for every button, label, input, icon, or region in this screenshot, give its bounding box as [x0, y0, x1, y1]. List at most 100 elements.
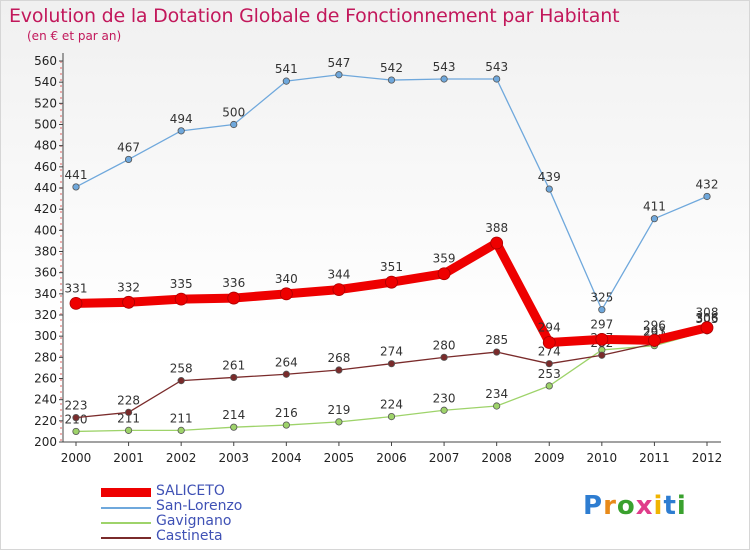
data-point: [440, 353, 448, 361]
data-label: 297: [590, 317, 613, 331]
x-tick-label: 2002: [166, 451, 197, 465]
data-label: 306: [696, 311, 719, 325]
data-label: 331: [65, 281, 88, 295]
legend-label: San-Lorenzo: [156, 498, 243, 514]
legend-label: SALICETO: [156, 483, 225, 499]
data-label: 219: [327, 403, 350, 417]
data-point: [124, 426, 133, 434]
data-point: [598, 306, 606, 314]
x-tick-label: 2003: [218, 451, 249, 465]
data-label: 296: [643, 318, 666, 332]
data-label: 500: [222, 106, 245, 120]
series-line-san-lorenzo: [75, 74, 708, 311]
data-point: [335, 418, 343, 426]
logo-letter: i: [676, 491, 687, 521]
y-tick-label: 280: [34, 350, 57, 364]
data-point: [650, 215, 659, 223]
legend-swatch: [101, 537, 151, 539]
data-point: [385, 275, 398, 289]
data-point: [335, 366, 343, 374]
data-point: [227, 291, 241, 305]
data-point: [440, 75, 448, 83]
data-label: 258: [170, 362, 193, 376]
y-tick-label: 300: [34, 329, 57, 343]
data-label: 359: [433, 252, 456, 266]
data-point: [493, 348, 501, 356]
data-point: [72, 414, 80, 422]
data-label: 439: [538, 170, 561, 184]
data-point: [440, 406, 448, 414]
y-tick-label: 540: [34, 75, 57, 89]
data-point: [387, 412, 396, 421]
data-point: [174, 292, 188, 306]
data-point: [703, 192, 711, 201]
data-label: 547: [327, 56, 350, 70]
data-point: [493, 75, 501, 83]
data-label: 224: [380, 398, 403, 412]
data-label: 332: [117, 280, 140, 294]
logo-letter: x: [635, 491, 654, 521]
x-tick-label: 2007: [429, 451, 460, 465]
y-tick-label: 340: [34, 287, 57, 301]
legend-label: Castineta: [156, 528, 223, 544]
data-point: [595, 332, 609, 346]
data-point: [545, 185, 553, 193]
data-label: 335: [170, 277, 193, 291]
data-label: 280: [433, 338, 456, 352]
data-label: 211: [170, 411, 193, 425]
data-point: [177, 127, 185, 135]
x-tick-label: 2009: [534, 451, 565, 465]
y-tick-label: 440: [34, 181, 57, 195]
data-label: 228: [117, 393, 140, 407]
data-point: [490, 236, 504, 250]
data-point: [122, 295, 135, 309]
data-label: 432: [696, 177, 719, 191]
data-label: 211: [117, 411, 140, 425]
y-tick-label: 460: [34, 160, 57, 174]
legend-swatch: [101, 507, 151, 509]
data-point: [493, 402, 501, 410]
data-point: [279, 287, 293, 301]
data-point: [230, 120, 238, 129]
chart-subtitle: (en € et par an): [27, 29, 122, 43]
data-label: 261: [222, 358, 245, 372]
data-point: [332, 283, 346, 297]
data-label: 294: [538, 321, 561, 335]
x-tick-label: 2008: [481, 451, 512, 465]
data-label: 234: [485, 387, 508, 401]
data-point: [335, 71, 343, 79]
chart-title: Evolution de la Dotation Globale de Fonc…: [9, 5, 620, 27]
y-tick-label: 240: [34, 393, 57, 407]
data-label: 541: [275, 62, 298, 76]
data-label: 325: [590, 291, 613, 305]
data-label: 268: [327, 351, 350, 365]
data-point: [387, 76, 396, 84]
data-point: [700, 321, 714, 335]
data-label: 230: [433, 391, 456, 405]
y-tick-label: 420: [34, 202, 57, 216]
y-tick-label: 360: [34, 266, 57, 280]
data-label: 285: [485, 333, 508, 347]
y-tick-label: 380: [34, 245, 57, 259]
data-label: 308: [696, 306, 719, 320]
y-tick-label: 400: [34, 223, 57, 237]
x-tick-label: 2011: [639, 451, 670, 465]
logo-letter: o: [616, 491, 636, 521]
legend-label: Gavignano: [156, 513, 232, 529]
data-label: 388: [485, 221, 508, 235]
data-label: 274: [538, 345, 561, 359]
data-label: 351: [380, 260, 403, 274]
y-tick-label: 500: [34, 118, 57, 132]
logo-letter: t: [663, 491, 677, 521]
data-label: 216: [275, 406, 298, 420]
x-tick-label: 2004: [271, 451, 302, 465]
data-point: [177, 377, 185, 385]
data-label: 274: [380, 345, 403, 359]
data-point: [437, 267, 451, 281]
data-label: 494: [170, 112, 193, 126]
data-point: [177, 426, 185, 434]
data-point: [282, 77, 290, 85]
data-point: [282, 421, 290, 429]
